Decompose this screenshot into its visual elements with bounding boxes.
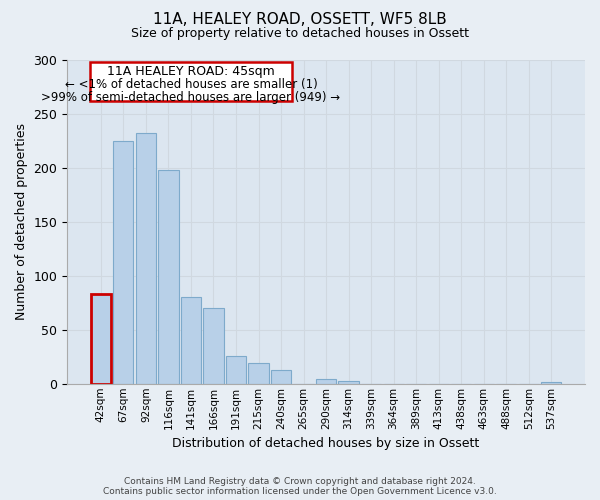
Text: ← <1% of detached houses are smaller (1): ← <1% of detached houses are smaller (1) [65, 78, 317, 92]
Text: Contains public sector information licensed under the Open Government Licence v3: Contains public sector information licen… [103, 487, 497, 496]
Bar [136, 134, 156, 384]
Text: Size of property relative to detached houses in Ossett: Size of property relative to detached ho… [131, 28, 469, 40]
Bar [248, 364, 269, 384]
Text: 11A, HEALEY ROAD, OSSETT, WF5 8LB: 11A, HEALEY ROAD, OSSETT, WF5 8LB [153, 12, 447, 28]
Text: Contains HM Land Registry data © Crown copyright and database right 2024.: Contains HM Land Registry data © Crown c… [124, 477, 476, 486]
FancyBboxPatch shape [89, 62, 292, 101]
Bar [226, 356, 246, 384]
Bar [541, 382, 562, 384]
Bar [181, 298, 201, 384]
Bar [158, 170, 179, 384]
Text: 11A HEALEY ROAD: 45sqm: 11A HEALEY ROAD: 45sqm [107, 66, 275, 78]
Text: >99% of semi-detached houses are larger (949) →: >99% of semi-detached houses are larger … [41, 92, 340, 104]
Bar [203, 308, 224, 384]
Bar [316, 380, 336, 384]
Bar [113, 141, 133, 384]
Bar [271, 370, 291, 384]
Y-axis label: Number of detached properties: Number of detached properties [15, 124, 28, 320]
Bar [91, 294, 111, 384]
X-axis label: Distribution of detached houses by size in Ossett: Distribution of detached houses by size … [172, 437, 480, 450]
Bar [338, 380, 359, 384]
